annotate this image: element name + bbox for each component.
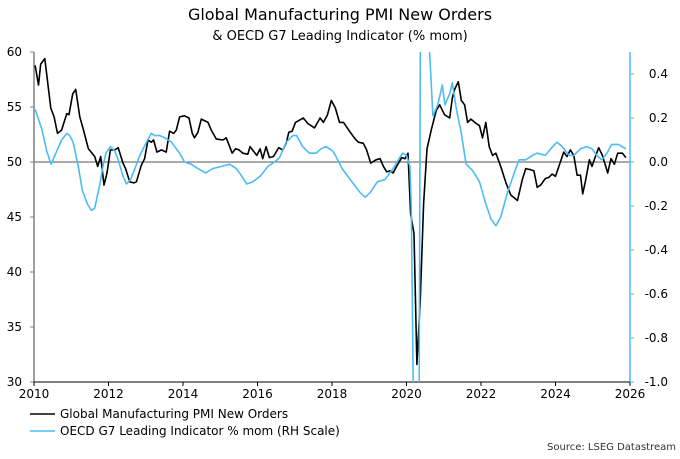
left-tick-label: 30 xyxy=(7,375,22,389)
x-tick-label: 2016 xyxy=(242,387,273,401)
legend-label-oecd: OECD G7 Leading Indicator % mom (RH Scal… xyxy=(60,424,340,438)
right-tick-label: -0.2 xyxy=(645,199,668,213)
right-tick-label: 0.0 xyxy=(649,155,668,169)
right-tick-label: -0.6 xyxy=(645,287,668,301)
left-tick-label: 45 xyxy=(7,210,22,224)
chart-subtitle: & OECD G7 Leading Indicator (% mom) xyxy=(212,29,467,44)
x-tick-label: 2012 xyxy=(93,387,124,401)
x-tick-label: 2020 xyxy=(391,387,422,401)
source-note: Source: LSEG Datastream xyxy=(547,442,676,453)
chart-title: Global Manufacturing PMI New Orders xyxy=(188,5,492,24)
left-tick-label: 50 xyxy=(7,155,22,169)
right-tick-label: 0.2 xyxy=(649,111,668,125)
left-tick-label: 55 xyxy=(7,100,22,114)
legend: Global Manufacturing PMI New Orders OECD… xyxy=(30,407,340,438)
right-tick-label: -0.4 xyxy=(645,243,668,257)
left-tick-label: 35 xyxy=(7,320,22,334)
legend-label-pmi: Global Manufacturing PMI New Orders xyxy=(60,407,288,421)
x-tick-label: 2014 xyxy=(168,387,199,401)
series-line-oecd-g7-leading-indicator xyxy=(34,52,627,382)
left-tick-label: 60 xyxy=(7,45,22,59)
x-tick-label: 2024 xyxy=(540,387,571,401)
right-tick-label: -1.0 xyxy=(645,375,668,389)
x-tick-label: 2026 xyxy=(615,387,646,401)
left-tick-label: 40 xyxy=(7,265,22,279)
series-line-pmi-new-orders xyxy=(34,57,627,366)
right-tick-label: -0.8 xyxy=(645,331,668,345)
x-tick-label: 2018 xyxy=(317,387,348,401)
x-tick-label: 2022 xyxy=(466,387,497,401)
right-tick-label: 0.4 xyxy=(649,67,668,81)
x-tick-label: 2010 xyxy=(19,387,50,401)
